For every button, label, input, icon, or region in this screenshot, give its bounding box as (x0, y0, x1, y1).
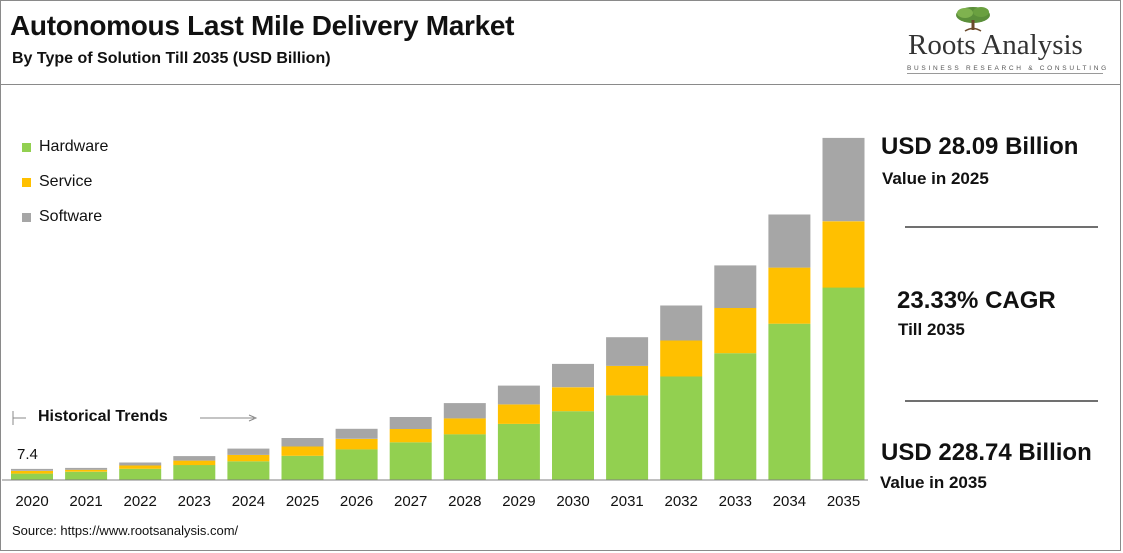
x-tick-label-2033: 2033 (719, 493, 752, 510)
bar-software-2021 (65, 467, 108, 470)
legend-label-hardware: Hardware (39, 138, 109, 155)
bar-service-2028 (443, 418, 486, 435)
bar-service-2026 (335, 438, 378, 450)
header-divider (0, 84, 1121, 85)
bar-service-2022 (119, 465, 162, 469)
bar-software-2020 (11, 468, 53, 471)
bar-software-2024 (227, 448, 270, 455)
value-label-2020: 7.4 (17, 446, 38, 463)
historical-trends-arrow (12, 411, 258, 425)
source-note: Source: https://www.rootsanalysis.com/ (12, 523, 239, 538)
x-tick-label-2030: 2030 (556, 493, 589, 510)
legend-swatch-service (22, 178, 31, 187)
bar-software-2034 (768, 214, 811, 268)
bar-hardware-2021 (65, 471, 108, 480)
bar-hardware-2032 (660, 376, 703, 480)
x-tick-label-2023: 2023 (178, 493, 211, 510)
bar-service-2025 (281, 446, 324, 456)
x-tick-label-2021: 2021 (69, 493, 102, 510)
bar-software-2035 (822, 137, 865, 222)
x-tick-label-2025: 2025 (286, 493, 319, 510)
bar-software-2030 (552, 363, 594, 388)
bar-software-2032 (660, 305, 703, 341)
legend-label-service: Service (39, 173, 93, 190)
legend-swatch-hardware (22, 143, 31, 152)
x-tick-label-2029: 2029 (502, 493, 535, 510)
x-tick-label-2034: 2034 (773, 493, 806, 510)
legend-swatch-software (22, 213, 31, 222)
bar-software-2031 (606, 337, 649, 366)
bar-hardware-2029 (497, 423, 540, 480)
bar-service-2023 (173, 460, 216, 466)
bar-hardware-2027 (389, 442, 432, 480)
bar-hardware-2031 (606, 395, 649, 480)
kpi-value-2035: USD 228.74 Billion (881, 439, 1092, 466)
bar-hardware-2024 (227, 461, 270, 480)
kpi-value-2025-caption: Value in 2025 (882, 169, 989, 188)
bar-service-2020 (11, 470, 53, 474)
kpi-divider-bottom (905, 400, 1098, 402)
kpi-cagr: 23.33% CAGR (897, 287, 1056, 314)
logo-tagline: BUSINESS RESEARCH & CONSULTING (907, 65, 1109, 72)
bar-service-2029 (497, 404, 540, 424)
x-tick-label-2026: 2026 (340, 493, 373, 510)
bar-service-2033 (714, 308, 757, 354)
bar-software-2033 (714, 265, 757, 308)
bar-service-2032 (660, 340, 703, 377)
bar-service-2035 (822, 221, 865, 288)
bar-service-2027 (389, 429, 432, 443)
bar-service-2021 (65, 469, 108, 472)
x-tick-label-2031: 2031 (610, 493, 643, 510)
kpi-divider-top (905, 226, 1098, 228)
historical-trends-label: Historical Trends (38, 408, 168, 425)
chart-subtitle: By Type of Solution Till 2035 (USD Billi… (12, 50, 331, 67)
roots-analysis-logo: Roots Analysis BUSINESS RESEARCH & CONSU… (895, 4, 1110, 74)
x-tick-label-2024: 2024 (232, 493, 265, 510)
bar-hardware-2033 (714, 353, 757, 480)
bar-software-2023 (173, 456, 216, 461)
bar-hardware-2022 (119, 468, 162, 480)
x-tick-label-2022: 2022 (124, 493, 157, 510)
bar-service-2034 (768, 267, 811, 324)
kpi-value-2035-caption: Value in 2035 (880, 473, 987, 492)
bar-service-2024 (227, 454, 270, 462)
logo-name: Roots Analysis (908, 29, 1083, 61)
chart-title: Autonomous Last Mile Delivery Market (10, 10, 515, 41)
x-tick-label-2032: 2032 (665, 493, 698, 510)
bar-hardware-2030 (552, 411, 594, 480)
logo-underline (907, 73, 1103, 74)
bar-software-2025 (281, 438, 324, 447)
bar-software-2029 (497, 385, 540, 405)
tree-icon (956, 7, 990, 32)
x-tick-label-2020: 2020 (15, 493, 48, 510)
bar-hardware-2025 (281, 455, 324, 480)
x-tick-label-2035: 2035 (827, 493, 860, 510)
legend-label-software: Software (39, 208, 103, 225)
bar-software-2026 (335, 428, 378, 439)
bar-software-2022 (119, 462, 162, 466)
bar-hardware-2020 (11, 473, 53, 480)
bar-software-2028 (443, 403, 486, 419)
x-tick-label-2028: 2028 (448, 493, 481, 510)
bar-service-2030 (552, 387, 594, 412)
kpi-cagr-caption: Till 2035 (898, 320, 965, 339)
bar-hardware-2034 (768, 323, 811, 480)
bar-hardware-2023 (173, 465, 216, 480)
bar-hardware-2028 (443, 434, 486, 480)
bar-software-2027 (389, 417, 432, 429)
x-tick-label-2027: 2027 (394, 493, 427, 510)
bar-hardware-2026 (335, 449, 378, 480)
kpi-value-2025: USD 28.09 Billion (881, 133, 1079, 160)
bar-hardware-2035 (822, 287, 865, 480)
bar-service-2031 (606, 365, 649, 396)
